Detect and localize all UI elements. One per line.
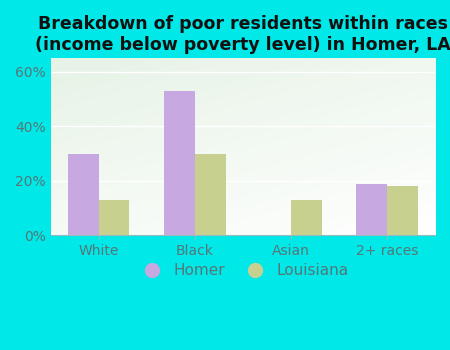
Bar — [68, 154, 99, 236]
Bar — [99, 200, 130, 236]
Bar — [195, 154, 225, 236]
Legend: Homer, Louisiana: Homer, Louisiana — [130, 257, 355, 285]
Bar — [291, 200, 322, 236]
Bar — [356, 184, 387, 236]
Bar — [164, 91, 195, 236]
Title: Breakdown of poor residents within races
(income below poverty level) in Homer, : Breakdown of poor residents within races… — [35, 15, 450, 54]
Bar — [387, 186, 418, 236]
